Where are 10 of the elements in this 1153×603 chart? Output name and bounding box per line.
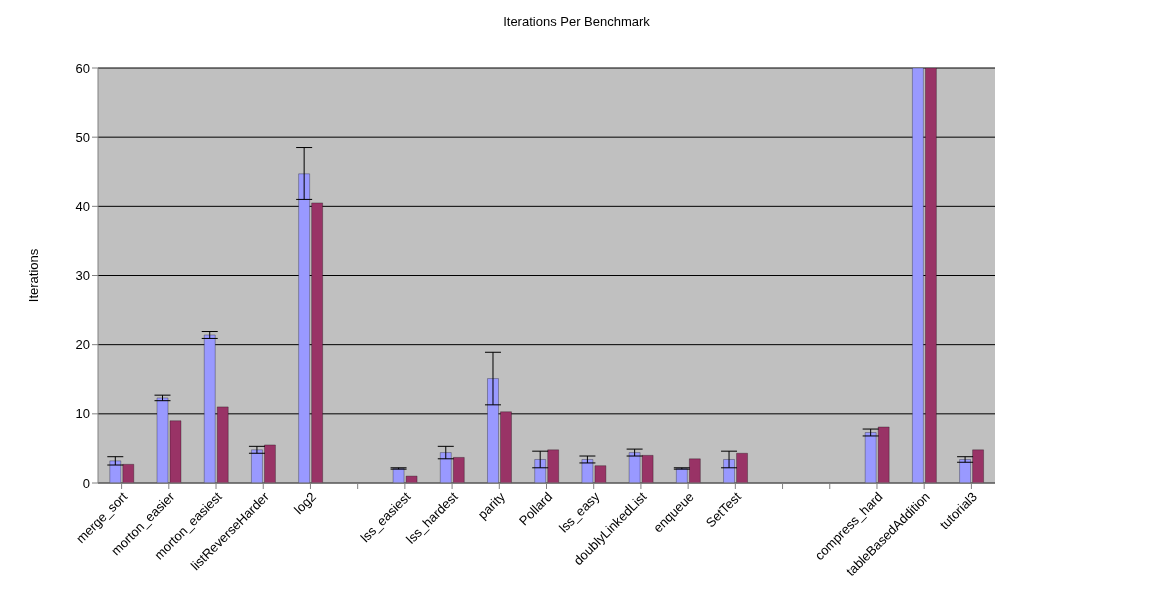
y-tick-label: 20 xyxy=(75,337,90,353)
y-tick-label: 40 xyxy=(75,198,90,214)
y-tick-label: 10 xyxy=(75,406,90,422)
y-tick-label: 30 xyxy=(75,268,90,284)
y-axis-title: Iterations xyxy=(25,248,41,303)
y-tick-label: 0 xyxy=(82,475,90,491)
y-tick-label: 60 xyxy=(75,60,90,76)
x-tick-label: log2 xyxy=(291,489,320,518)
y-tick-label: 50 xyxy=(75,129,90,145)
chart-title: Iterations Per Benchmark xyxy=(502,13,651,31)
